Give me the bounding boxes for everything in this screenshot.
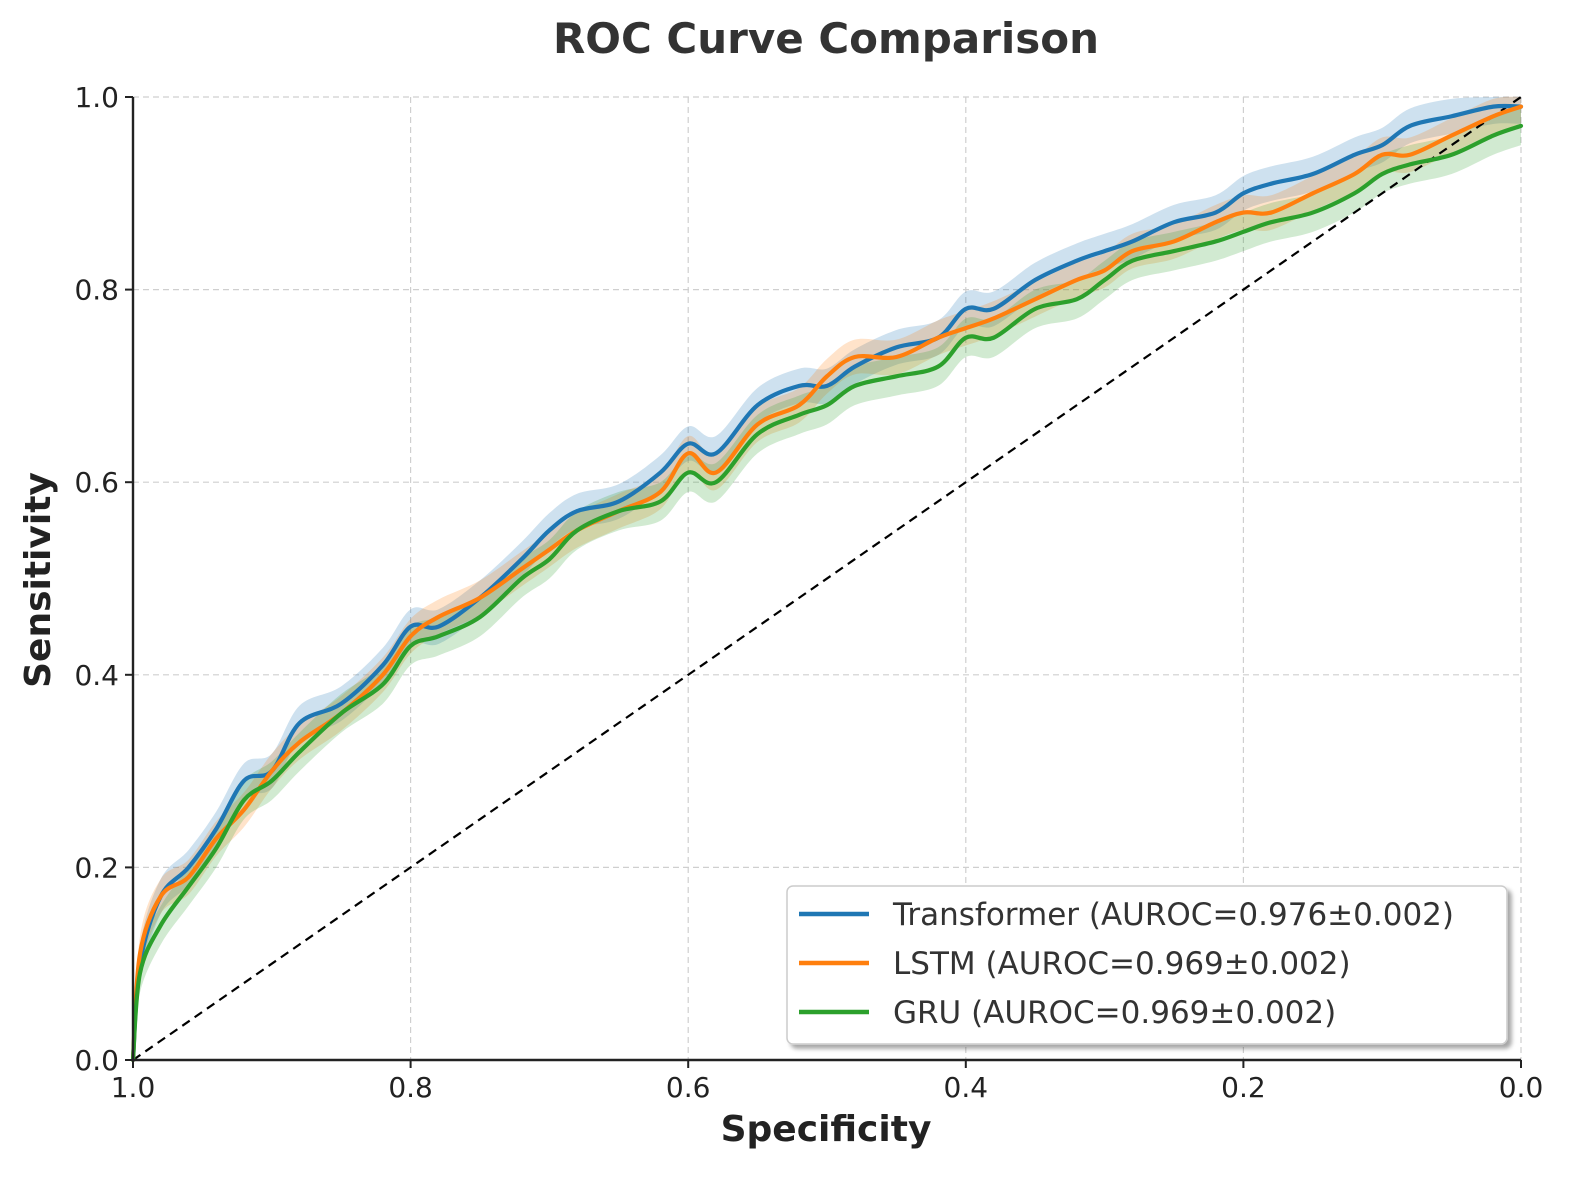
x-axis-label: Specificity — [721, 1109, 932, 1150]
series-lines — [130, 103, 1524, 1063]
y-tick-label: 0.0 — [74, 1044, 119, 1077]
legend-label: LSTM (AUROC=0.969±0.002) — [893, 946, 1351, 982]
x-tick-label: 0.0 — [1499, 1071, 1544, 1104]
chart-title: ROC Curve Comparison — [553, 14, 1099, 63]
x-tick-label: 1.0 — [111, 1071, 156, 1104]
y-tick-label: 0.6 — [74, 466, 119, 499]
legend-item: Transformer (AUROC=0.976±0.002) — [799, 897, 1454, 933]
x-tick-label: 0.6 — [666, 1071, 711, 1104]
legend-label: GRU (AUROC=0.969±0.002) — [893, 995, 1336, 1031]
axes — [125, 96, 1522, 1068]
series-line-2 — [130, 104, 1524, 1063]
x-tick-label: 0.2 — [1221, 1071, 1266, 1104]
legend-item: LSTM (AUROC=0.969±0.002) — [799, 946, 1351, 982]
legend: Transformer (AUROC=0.976±0.002) LSTM (AUR… — [786, 885, 1508, 1045]
legend-item: GRU (AUROC=0.969±0.002) — [799, 995, 1336, 1031]
x-tick-label: 0.8 — [388, 1071, 433, 1104]
series-line-1 — [130, 103, 1524, 1063]
tick-labels: 1.0 0.8 0.6 0.4 0.2 0.0 0.0 0.2 0.4 0.6 0.8 1.0 — [74, 81, 1543, 1104]
legend-label: Transformer (AUROC=0.976±0.002) — [892, 897, 1454, 933]
y-tick-label: 0.4 — [74, 659, 119, 692]
y-tick-label: 0.2 — [74, 851, 119, 884]
series-line-3 — [130, 123, 1524, 1063]
chance-diagonal-line — [132, 96, 1522, 1061]
y-tick-label: 1.0 — [74, 81, 119, 114]
y-axis-label: Sensitivity — [18, 472, 59, 688]
legend-box — [786, 885, 1508, 1045]
x-tick-label: 0.4 — [944, 1071, 989, 1104]
y-tick-label: 0.8 — [74, 274, 119, 307]
